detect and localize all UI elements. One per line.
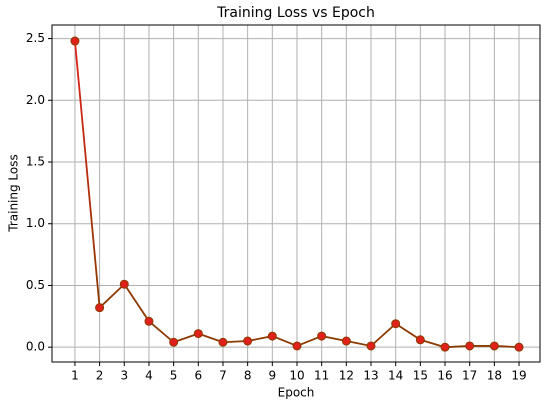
x-tick-label: 10 — [289, 369, 304, 383]
data-point — [514, 342, 524, 352]
plot-frame — [51, 24, 541, 363]
data-point — [317, 331, 327, 341]
y-tick-label: 0.0 — [26, 340, 45, 354]
data-point — [169, 337, 179, 347]
x-tick-label: 7 — [219, 369, 227, 383]
data-point — [193, 329, 203, 339]
data-point — [144, 316, 154, 326]
data-point — [489, 341, 499, 351]
data-point — [267, 331, 277, 341]
x-tick-label: 13 — [363, 369, 378, 383]
x-tick-label: 1 — [71, 369, 79, 383]
x-tick-label: 2 — [96, 369, 104, 383]
data-point — [391, 319, 401, 329]
y-tick-label: 1.5 — [26, 155, 45, 169]
y-tick-label: 1.0 — [26, 216, 45, 230]
x-tick-label: 3 — [120, 369, 128, 383]
data-point — [218, 337, 228, 347]
chart-title: Training Loss vs Epoch — [216, 5, 375, 21]
x-axis-label: Epoch — [278, 386, 315, 400]
x-tick-label: 14 — [388, 369, 403, 383]
y-tick-label: 2.0 — [26, 93, 45, 107]
data-point — [366, 341, 376, 351]
y-tick-label: 2.5 — [26, 31, 45, 45]
y-tick-label: 0.5 — [26, 278, 45, 292]
data-point — [415, 335, 425, 345]
data-point — [70, 36, 80, 46]
x-tick-label: 9 — [268, 369, 276, 383]
x-tick-label: 5 — [170, 369, 178, 383]
data-point — [440, 342, 450, 352]
x-tick-label: 11 — [314, 369, 329, 383]
x-tick-label: 15 — [413, 369, 428, 383]
data-point — [341, 336, 351, 346]
x-tick-label: 8 — [244, 369, 252, 383]
x-tick-label: 17 — [462, 369, 477, 383]
y-axis-label: Training Loss — [7, 154, 21, 232]
data-point — [292, 341, 302, 351]
data-point — [465, 341, 475, 351]
x-tick-label: 18 — [487, 369, 502, 383]
data-point — [95, 303, 105, 313]
data-point — [243, 336, 253, 346]
x-tick-label: 12 — [339, 369, 354, 383]
x-tick-label: 6 — [194, 369, 202, 383]
data-point — [119, 279, 129, 289]
x-tick-label: 19 — [511, 369, 526, 383]
x-tick-label: 4 — [145, 369, 153, 383]
x-tick-label: 16 — [437, 369, 452, 383]
